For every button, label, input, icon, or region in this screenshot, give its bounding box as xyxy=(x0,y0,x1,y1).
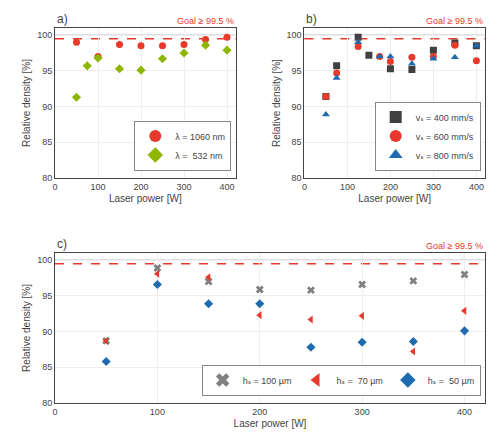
svg-text:hₛ = 50 µm: hₛ = 50 µm xyxy=(428,376,474,386)
svg-text:Relative density [%]: Relative density [%] xyxy=(21,284,32,372)
svg-text:Laser power [W]: Laser power [W] xyxy=(358,193,431,204)
svg-text:200: 200 xyxy=(252,407,267,417)
svg-text:90: 90 xyxy=(292,102,302,112)
svg-text:95: 95 xyxy=(292,66,302,76)
svg-text:95: 95 xyxy=(42,66,52,76)
svg-text:hₛ = 100 µm: hₛ = 100 µm xyxy=(243,376,292,386)
svg-text:80: 80 xyxy=(42,173,52,183)
svg-text:100: 100 xyxy=(90,182,105,192)
svg-text:a): a) xyxy=(57,12,68,26)
svg-text:0: 0 xyxy=(52,182,57,192)
svg-text:vₛ = 600 mm/s: vₛ = 600 mm/s xyxy=(416,132,474,142)
svg-text:0: 0 xyxy=(302,182,307,192)
svg-text:Relative density [%]: Relative density [%] xyxy=(21,59,32,147)
svg-text:300: 300 xyxy=(355,407,370,417)
svg-text:85: 85 xyxy=(42,362,52,372)
svg-text:300: 300 xyxy=(176,182,191,192)
svg-text:c): c) xyxy=(57,237,67,251)
svg-text:85: 85 xyxy=(42,137,52,147)
svg-text:400: 400 xyxy=(457,407,472,417)
svg-text:300: 300 xyxy=(426,182,441,192)
svg-text:85: 85 xyxy=(292,137,302,147)
svg-text:Laser power [W]: Laser power [W] xyxy=(234,418,307,429)
svg-text:400: 400 xyxy=(219,182,234,192)
svg-text:100: 100 xyxy=(287,30,302,40)
svg-text:0: 0 xyxy=(52,407,57,417)
svg-text:hₛ = 70 µm: hₛ = 70 µm xyxy=(337,376,383,386)
svg-text:80: 80 xyxy=(42,398,52,408)
svg-text:Goal ≥ 99.5 %: Goal ≥ 99.5 % xyxy=(177,16,234,26)
svg-text:90: 90 xyxy=(42,327,52,337)
svg-text:Goal ≥ 99.5 %: Goal ≥ 99.5 % xyxy=(426,241,483,251)
svg-text:vₛ = 800 mm/s: vₛ = 800 mm/s xyxy=(416,151,474,161)
svg-text:Relative density [%]: Relative density [%] xyxy=(271,59,282,147)
svg-text:λ = 1060 nm: λ = 1060 nm xyxy=(175,132,225,142)
svg-text:400: 400 xyxy=(469,182,484,192)
svg-text:95: 95 xyxy=(42,291,52,301)
svg-text:200: 200 xyxy=(383,182,398,192)
svg-text:λ = 532 nm: λ = 532 nm xyxy=(175,151,222,161)
svg-text:100: 100 xyxy=(37,30,52,40)
svg-text:Goal ≥ 99.5 %: Goal ≥ 99.5 % xyxy=(426,16,483,26)
svg-text:100: 100 xyxy=(150,407,165,417)
svg-text:80: 80 xyxy=(292,173,302,183)
svg-text:vₛ = 400 mm/s: vₛ = 400 mm/s xyxy=(416,113,474,123)
svg-text:90: 90 xyxy=(42,102,52,112)
svg-text:100: 100 xyxy=(340,182,355,192)
svg-text:100: 100 xyxy=(37,255,52,265)
svg-text:Laser power [W]: Laser power [W] xyxy=(109,193,182,204)
svg-text:b): b) xyxy=(306,12,317,26)
svg-text:200: 200 xyxy=(133,182,148,192)
